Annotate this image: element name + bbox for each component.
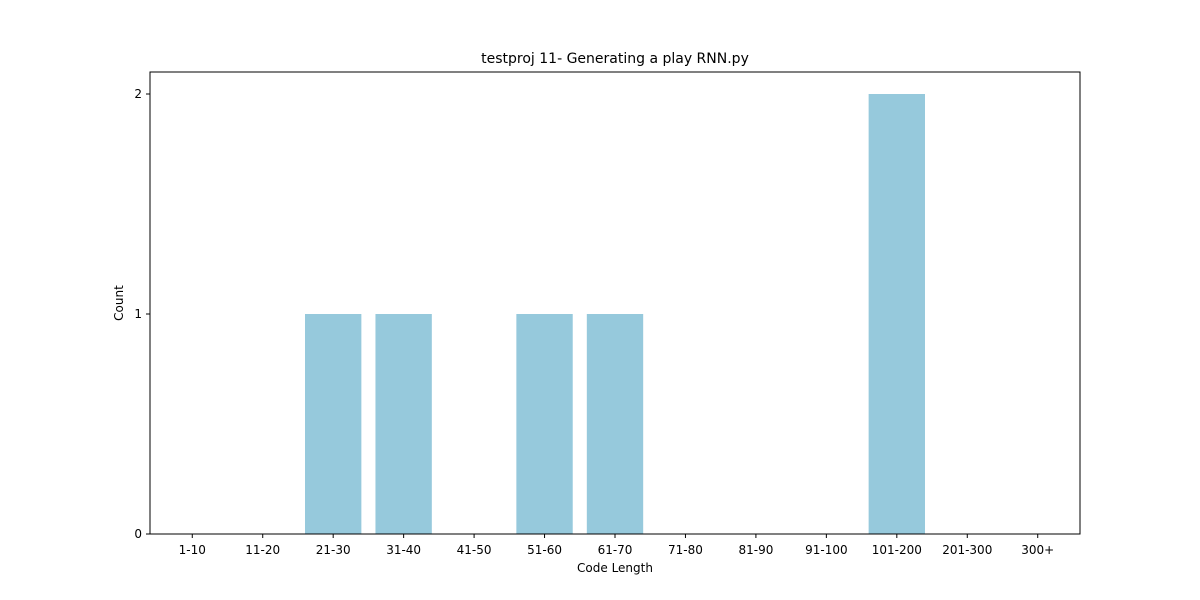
bar-101-200 [868, 94, 925, 534]
y-tick-label: 0 [134, 527, 142, 541]
y-axis-ticks: 0 1 2 [134, 87, 150, 541]
x-tick-label: 300+ [1021, 543, 1054, 557]
x-tick-label: 21-30 [316, 543, 351, 557]
x-tick-label: 201-300 [942, 543, 992, 557]
x-tick-label: 81-90 [738, 543, 773, 557]
y-tick-label: 2 [134, 87, 142, 101]
x-tick-label: 1-10 [179, 543, 206, 557]
bar-51-60 [516, 314, 573, 534]
x-tick-label: 71-80 [668, 543, 703, 557]
x-tick-label: 41-50 [457, 543, 492, 557]
x-tick-label: 51-60 [527, 543, 562, 557]
x-tick-label: 61-70 [598, 543, 633, 557]
x-axis-label: Code Length [577, 561, 653, 575]
x-axis-ticks: 1-10 11-20 21-30 31-40 41-50 51-60 61-70 71-80 8… [179, 534, 1054, 557]
chart-title: testproj 11- Generating a play RNN.py [481, 51, 749, 67]
bar-61-70 [586, 314, 644, 534]
x-tick-label: 11-20 [245, 543, 280, 557]
x-tick-label: 31-40 [386, 543, 421, 557]
bar-31-40 [375, 314, 432, 534]
bars-group [305, 94, 925, 534]
bar-21-30 [305, 314, 362, 534]
y-tick-label: 1 [134, 307, 142, 321]
y-axis-label: Count [112, 285, 126, 321]
x-tick-label: 101-200 [872, 543, 922, 557]
x-tick-label: 91-100 [805, 543, 848, 557]
